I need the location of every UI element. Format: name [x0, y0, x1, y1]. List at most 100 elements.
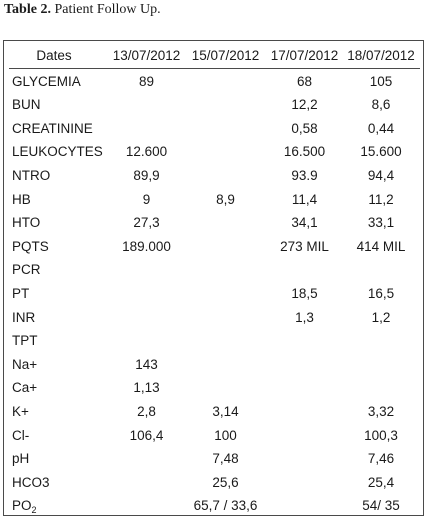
table-row: TPT	[9, 329, 420, 353]
table-row: K+ 2,8 3,14 3,32	[9, 400, 420, 424]
table-cell: 100	[214, 427, 237, 443]
table-cell: 12,2	[291, 97, 318, 113]
table-cell	[342, 258, 420, 282]
table-cell	[184, 68, 267, 93]
caption-text: Patient Follow Up.	[54, 2, 161, 17]
row-label-text: PT	[12, 285, 30, 301]
header-cell-date-4: 18/07/2012	[342, 44, 420, 69]
table-cell: 8,6	[371, 97, 391, 113]
table-cell: 68	[296, 73, 313, 89]
table-cell	[184, 282, 267, 306]
row-label: pH	[9, 447, 109, 471]
table-cell	[109, 93, 184, 117]
table-cell	[109, 282, 184, 306]
table-row: PO2 65,7 / 33,6 54/ 35	[9, 494, 420, 518]
table-row: GLYCEMIA 89 68 105	[9, 68, 420, 93]
table-cell	[342, 376, 420, 400]
table-row: Cl- 106,4 100 100,3	[9, 424, 420, 448]
row-label-subscript: 2	[31, 505, 37, 516]
table-cell	[109, 447, 184, 471]
row-label: BUN	[9, 93, 109, 117]
table-cell	[109, 117, 184, 141]
table-cell: 189.000	[122, 238, 171, 254]
table-cell	[267, 471, 342, 495]
table-cell	[184, 376, 267, 400]
row-label-text: GLYCEMIA	[12, 73, 81, 89]
table-row: HTO 27,3 34,1 33,1	[9, 211, 420, 235]
table-cell: 93.9	[291, 167, 318, 183]
table-cell: 33,1	[367, 215, 395, 231]
table-cell: 12.600	[125, 144, 168, 160]
row-label-text: Ca+	[12, 380, 38, 396]
table-row: HB 9 8,9 11,4 11,2	[9, 188, 420, 212]
row-label-text: K+	[12, 403, 29, 419]
table-row: HCO3 25,6 25,4	[9, 471, 420, 495]
row-label: Na+	[9, 353, 109, 377]
table-cell: 34,1	[291, 215, 318, 231]
row-label-text: PQTS	[12, 238, 49, 254]
row-label-text: CREATININE	[12, 120, 93, 136]
header-cell-dates: Dates	[9, 44, 109, 69]
table-cell	[184, 329, 267, 353]
table-cell: 9	[142, 191, 151, 207]
row-label-text: NTRO	[12, 167, 51, 183]
row-label: PT	[9, 282, 109, 306]
table-cell	[109, 494, 184, 518]
table-cell: 89	[138, 73, 155, 89]
table-cell	[109, 471, 184, 495]
table-cell: 414 MIL	[356, 238, 406, 254]
row-label-text: pH	[12, 451, 30, 467]
row-label: HCO3	[9, 471, 109, 495]
table-cell: 18,5	[291, 285, 318, 301]
table-cell	[267, 329, 342, 353]
table-cell: 11,2	[368, 191, 394, 207]
table-cell: 54/ 35	[362, 498, 400, 514]
table-cell	[267, 353, 342, 377]
row-label-text: BUN	[12, 97, 41, 113]
header-row: Dates 13/07/2012 15/07/2012 17/07/2012 1…	[9, 44, 420, 69]
table-row: PQTS 189.000 273 MIL 414 MIL	[9, 235, 420, 259]
follow-up-table-frame: Dates 13/07/2012 15/07/2012 17/07/2012 1…	[3, 40, 424, 516]
table-cell: 100,3	[364, 427, 398, 443]
table-cell	[109, 329, 184, 353]
follow-up-table: Dates 13/07/2012 15/07/2012 17/07/2012 1…	[9, 44, 420, 518]
table-cell: 273 MIL	[280, 238, 329, 254]
row-label-text: HTO	[12, 215, 41, 231]
row-label: HTO	[9, 211, 109, 235]
table-cell: 2,8	[137, 403, 156, 419]
table-cell: 143	[135, 356, 158, 372]
table-row: NTRO 89,9 93.9 94,4	[9, 164, 420, 188]
table-cell: 105	[369, 73, 393, 89]
table-row: Na+ 143	[9, 353, 420, 377]
header-cell-date-2: 15/07/2012	[184, 44, 267, 69]
table-cell: 89,9	[133, 167, 160, 183]
table-caption: Table 2. Patient Follow Up.	[4, 2, 161, 18]
table-row: Ca+ 1,13	[9, 376, 420, 400]
row-label: K+	[9, 400, 109, 424]
row-label: PCR	[9, 258, 109, 282]
table-cell: 3,14	[212, 403, 239, 419]
table-row: PT 18,5 16,5	[9, 282, 420, 306]
table-cell	[184, 211, 267, 235]
table-cell	[267, 258, 342, 282]
row-label-text: TPT	[12, 333, 38, 349]
table-cell	[184, 117, 267, 141]
row-label-text: Cl-	[12, 427, 30, 443]
table-cell: 7,48	[212, 451, 239, 467]
table-cell: 0,44	[367, 120, 395, 136]
table-cell: 25,4	[367, 474, 395, 490]
row-label: PO2	[9, 494, 109, 518]
row-label: Ca+	[9, 376, 109, 400]
row-label-text: PO	[12, 498, 32, 514]
table-cell	[342, 353, 420, 377]
table-cell: 0,58	[291, 120, 318, 136]
table-row: INR 1,3 1,2	[9, 306, 420, 330]
row-label: Cl-	[9, 424, 109, 448]
row-label: CREATININE	[9, 117, 109, 141]
table-cell	[267, 424, 342, 448]
table-cell	[184, 353, 267, 377]
table-body: GLYCEMIA 89 68 105 BUN 12,2 8,6 CREATININE 0,58 0…	[9, 68, 420, 518]
row-label: GLYCEMIA	[9, 68, 109, 93]
header-cell-date-1: 13/07/2012	[109, 44, 184, 69]
table-row: LEUKOCYTES 12.600 16.500 15.600	[9, 140, 420, 164]
